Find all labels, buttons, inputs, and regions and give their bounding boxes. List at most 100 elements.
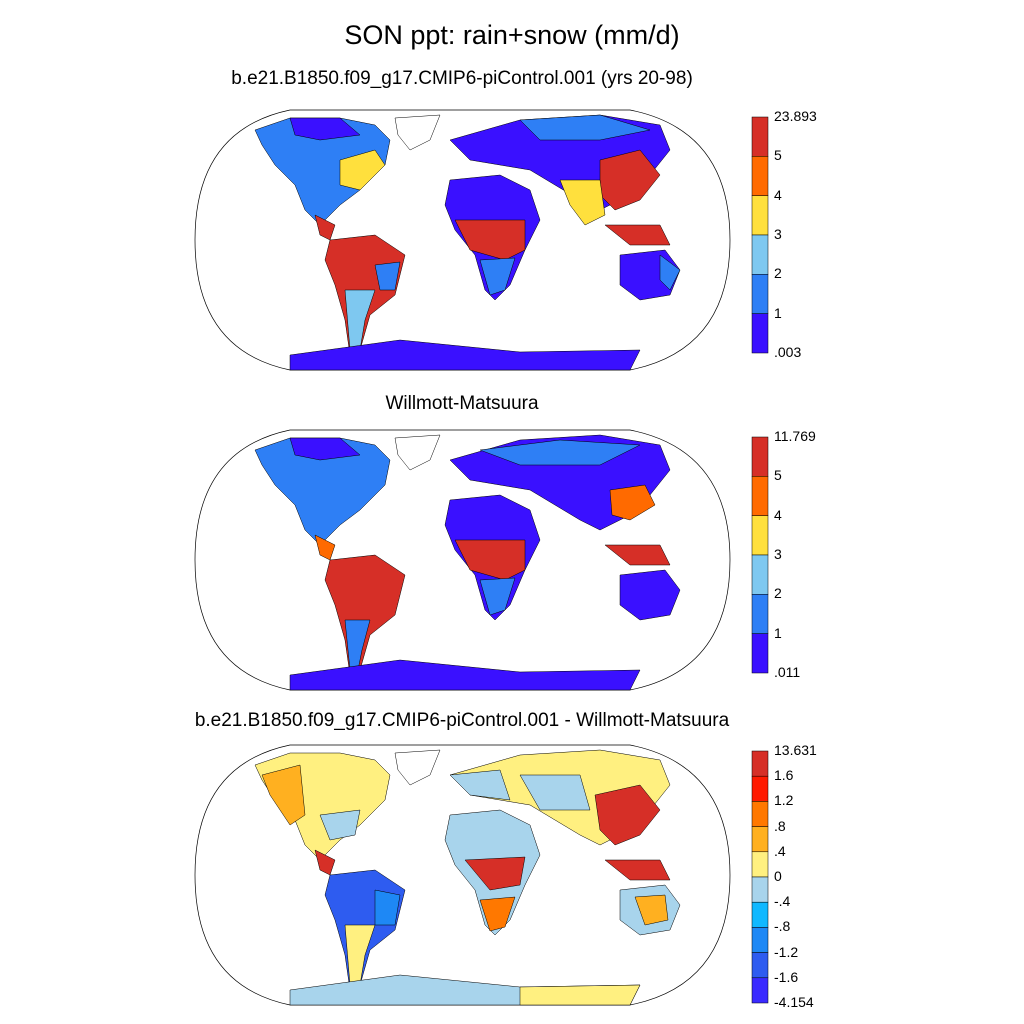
colorbar-2-tick-label: 11.769 bbox=[774, 428, 816, 444]
asia-north bbox=[519, 114, 651, 141]
colorbar-3-tick-label: 1.6 bbox=[774, 767, 794, 784]
colorbar-2-segment bbox=[751, 633, 769, 674]
antarctica-east bbox=[519, 984, 641, 1006]
colorbar-1-tick-label: 3 bbox=[774, 226, 782, 242]
panel-3-title: b.e21.B1850.f09_g17.CMIP6-piControl.001 … bbox=[194, 710, 730, 731]
colorbar-2-segment bbox=[751, 436, 769, 477]
na-east bbox=[339, 149, 386, 191]
colorbar-3-segment bbox=[751, 927, 769, 953]
colorbar-1-tick-label: 2 bbox=[774, 265, 782, 282]
colorbar-2-tick-label: 3 bbox=[774, 546, 782, 562]
east-asia bbox=[609, 484, 656, 521]
colorbar-1-segment bbox=[751, 234, 769, 275]
colorbar-3-segment bbox=[751, 826, 769, 853]
colorbar-3-tick-label: .8 bbox=[774, 817, 786, 834]
colorbar-3-segment bbox=[751, 977, 769, 1004]
colorbar-1-tick-label: 1 bbox=[774, 304, 782, 321]
na-west bbox=[261, 764, 306, 826]
colorbar-2-tick-label: 1 bbox=[774, 624, 782, 641]
colorbar-1-segment bbox=[751, 313, 769, 354]
colorbar-1-tick-label: 23.893 bbox=[774, 108, 817, 124]
colorbar-2-tick-label: 2 bbox=[774, 585, 782, 602]
sa-south bbox=[344, 289, 376, 351]
greenland bbox=[394, 749, 441, 786]
indonesia bbox=[604, 859, 671, 881]
sa-coast bbox=[374, 261, 401, 291]
south-asia bbox=[559, 179, 606, 226]
colorbar-3-tick-label: -1.2 bbox=[774, 943, 799, 960]
colorbar-2 bbox=[751, 436, 769, 674]
colorbar-3-tick-label: -1.6 bbox=[774, 968, 799, 985]
antarctica bbox=[289, 339, 641, 371]
colorbar-2-segment bbox=[751, 476, 769, 516]
panel-1-map-group bbox=[194, 109, 731, 371]
panel-1-title: b.e21.B1850.f09_g17.CMIP6-piControl.001 … bbox=[231, 68, 693, 89]
antarctica bbox=[289, 659, 641, 691]
colorbar-2-tick-label: .011 bbox=[774, 664, 801, 680]
continents bbox=[254, 749, 681, 1006]
na-southeast bbox=[319, 809, 361, 841]
panel-2-map-group bbox=[194, 429, 731, 691]
continents bbox=[254, 434, 681, 691]
greenland bbox=[394, 114, 441, 151]
colorbar-3-segment bbox=[751, 876, 769, 903]
colorbar-3-tick-label: 13.631 bbox=[774, 742, 817, 758]
colorbar-3-tick-label: -4.154 bbox=[774, 994, 814, 1010]
africa-central bbox=[464, 856, 526, 891]
colorbar-1-segment bbox=[751, 116, 769, 157]
north-america bbox=[254, 437, 391, 546]
colorbar-3-segment bbox=[751, 952, 769, 979]
colorbar-3-tick-label: -.8 bbox=[774, 918, 791, 935]
continents bbox=[254, 114, 681, 371]
colorbar-2-segment bbox=[751, 554, 769, 595]
colorbar-3-segment bbox=[751, 775, 769, 802]
colorbar-3-segment bbox=[751, 801, 769, 827]
greenland bbox=[394, 434, 441, 471]
africa-central bbox=[454, 219, 526, 261]
colorbar-1-segment bbox=[751, 156, 769, 196]
colorbar-1-segment bbox=[751, 274, 769, 314]
colorbar-2-tick-label: 4 bbox=[774, 506, 782, 523]
colorbar-2-segment bbox=[751, 594, 769, 634]
colorbar-1-tick-label: 4 bbox=[774, 186, 782, 203]
colorbar-3-segment bbox=[751, 901, 769, 928]
sa-south bbox=[344, 619, 371, 671]
colorbar-1-tick-label: 5 bbox=[774, 147, 782, 164]
panel-2-title: Willmott-Matsuura bbox=[385, 393, 539, 414]
australia-center bbox=[634, 894, 669, 926]
colorbar-2-segment bbox=[751, 515, 769, 556]
sa-south bbox=[344, 924, 376, 986]
colorbar-1 bbox=[751, 116, 769, 354]
figure-title: SON ppt: rain+snow (mm/d) bbox=[344, 20, 680, 50]
east-asia bbox=[594, 784, 661, 846]
africa-south bbox=[479, 577, 516, 616]
panel-3-map-group bbox=[194, 744, 731, 1006]
north-america bbox=[254, 117, 391, 226]
colorbar-1-tick-label: .003 bbox=[774, 344, 802, 360]
na-north bbox=[289, 437, 361, 461]
africa-south bbox=[479, 257, 516, 296]
colorbar-3-tick-label: .4 bbox=[774, 842, 786, 859]
colorbar-3-segment bbox=[751, 750, 769, 777]
africa-central bbox=[454, 539, 526, 581]
indonesia bbox=[604, 544, 671, 566]
colorbar-3-tick-label: 1.2 bbox=[774, 792, 794, 809]
colorbar-3-tick-label: 0 bbox=[774, 868, 782, 884]
colorbar-1-segment bbox=[751, 195, 769, 236]
sa-east bbox=[374, 889, 401, 926]
na-north bbox=[289, 117, 361, 141]
colorbar-2-tick-label: 5 bbox=[774, 467, 782, 484]
asia-central bbox=[519, 774, 591, 811]
colorbar-3-segment bbox=[751, 851, 769, 878]
asia-north bbox=[479, 439, 641, 466]
australia bbox=[619, 569, 681, 621]
australia-east bbox=[659, 254, 681, 291]
indonesia bbox=[604, 224, 671, 246]
europe bbox=[449, 769, 511, 801]
colorbar-3 bbox=[751, 750, 769, 1004]
africa-south bbox=[479, 896, 516, 932]
